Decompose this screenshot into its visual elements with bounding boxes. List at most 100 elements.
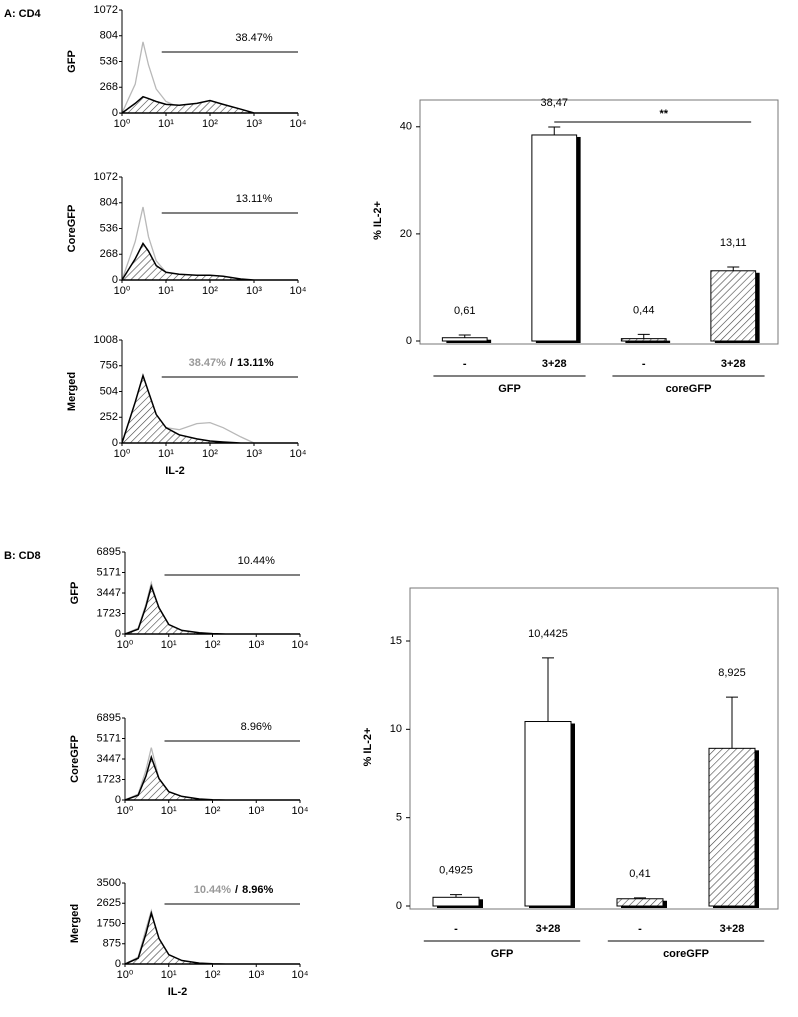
error-bar (637, 333, 650, 339)
y-tick-label: 20 (400, 228, 412, 240)
gate-annotation: 8.96% (241, 721, 272, 733)
y-tick-label: 268 (100, 248, 118, 260)
bar (441, 337, 488, 342)
y-tick-label: 504 (100, 385, 118, 397)
x-tick-label: 10³ (248, 639, 264, 651)
y-tick-label: 6895 (97, 712, 121, 724)
y-tick-label: 5 (396, 812, 402, 824)
x-tick-label: 10² (202, 448, 218, 460)
x-tick-label: 10² (205, 969, 221, 981)
value-label: 0,4925 (439, 865, 473, 877)
y-tick-label: 0 (115, 794, 121, 806)
y-axis-label: GFP (69, 582, 81, 605)
annotation-part: 8.96% (242, 884, 273, 896)
x-tick-label: 10⁴ (292, 805, 309, 817)
bar (531, 134, 578, 342)
histogram-curve (120, 373, 298, 444)
y-axis-label: Merged (66, 372, 78, 411)
x-tick-label: 10¹ (161, 805, 177, 817)
bar-shadow (625, 340, 671, 343)
x-tick-label: 10² (205, 805, 221, 817)
y-tick-label: 0 (112, 274, 118, 286)
x-tick-label: 10⁰ (114, 118, 131, 130)
x-tick-label: 10⁴ (290, 285, 307, 297)
x-tick-label: 10⁴ (290, 448, 307, 460)
gate-annotation: 10.44% (238, 555, 276, 567)
plot-frame (419, 99, 779, 345)
bar (616, 898, 664, 907)
bar (710, 270, 757, 342)
y-tick-label: 536 (100, 55, 118, 67)
x-tick-label: 10¹ (158, 118, 174, 130)
value-label: 0,61 (454, 305, 475, 317)
value-label: 10,4425 (528, 628, 568, 640)
y-tick-label: 804 (100, 197, 118, 209)
y-axis-label: % IL-2+ (372, 201, 384, 240)
y-tick-label: 1750 (97, 917, 121, 929)
value-label: 13,11 (720, 237, 747, 249)
x-tick-label: 10³ (246, 448, 262, 460)
y-tick-label: 1072 (94, 171, 118, 183)
group-label: coreGFP (663, 948, 709, 960)
histogram-curve (124, 583, 300, 635)
y-tick-label: 0 (115, 628, 121, 640)
gate-annotation: 13.11% (236, 193, 273, 205)
y-tick-label: 0 (406, 335, 412, 347)
x-tick-label: 10⁰ (117, 805, 134, 817)
annotation-part: / (230, 357, 233, 369)
y-axis-label: GFP (66, 50, 78, 73)
error-bar (548, 126, 561, 135)
value-label: 0,41 (629, 868, 650, 880)
x-tick-label: 10⁰ (114, 448, 131, 460)
x-tick-label: 10³ (246, 285, 262, 297)
error-bar (542, 657, 554, 722)
y-axis-label: CoreGFP (69, 735, 81, 783)
x-tick-label: 10¹ (158, 285, 174, 297)
y-tick-label: 5171 (97, 566, 121, 578)
y-tick-label: 0 (112, 437, 118, 449)
y-tick-label: 268 (100, 81, 118, 93)
x-tick-label: 10¹ (158, 448, 174, 460)
y-tick-label: 536 (100, 222, 118, 234)
x-axis-label: IL-2 (168, 986, 188, 998)
y-tick-label: 5171 (97, 732, 121, 744)
x-tick-label: 10² (202, 285, 218, 297)
y-tick-label: 3500 (97, 877, 121, 889)
gate-annotation: 10.44%/ 8.96% (194, 884, 274, 896)
value-label: 0,44 (633, 304, 654, 316)
y-tick-label: 0 (112, 107, 118, 119)
x-tick-label: 10² (205, 639, 221, 651)
y-tick-label: 3447 (97, 753, 121, 765)
x-tick-label: 10³ (248, 969, 264, 981)
y-axis-label: % IL-2+ (362, 728, 374, 767)
y-axis-label: Merged (69, 904, 81, 943)
plot-frame (409, 587, 779, 910)
significance-label: ** (659, 108, 668, 120)
annotation-part: / (235, 884, 238, 896)
error-bar (727, 266, 740, 271)
section-title: B: CD8 (4, 550, 41, 562)
category-label: - (642, 358, 646, 370)
x-tick-label: 10⁴ (292, 969, 309, 981)
error-bar (450, 894, 462, 898)
y-tick-label: 1072 (94, 4, 118, 16)
histogram-curve (124, 910, 300, 965)
y-tick-label: 1723 (97, 773, 121, 785)
x-tick-label: 10⁴ (292, 639, 309, 651)
value-label: 8,925 (718, 667, 746, 679)
bar (620, 338, 667, 342)
y-tick-label: 252 (100, 411, 118, 423)
category-label: - (463, 358, 467, 370)
y-tick-label: 0 (115, 958, 121, 970)
x-tick-label: 10² (202, 118, 218, 130)
group-label: coreGFP (666, 383, 712, 395)
x-tick-label: 10⁰ (114, 285, 131, 297)
group-label: GFP (498, 383, 521, 395)
gate-annotation: 38.47% (235, 32, 273, 44)
gate-annotation: 38.47%/ 13.11% (189, 357, 274, 369)
x-tick-label: 10¹ (161, 639, 177, 651)
histogram-curve (120, 242, 298, 281)
error-bar (726, 696, 738, 749)
x-tick-label: 10¹ (161, 969, 177, 981)
